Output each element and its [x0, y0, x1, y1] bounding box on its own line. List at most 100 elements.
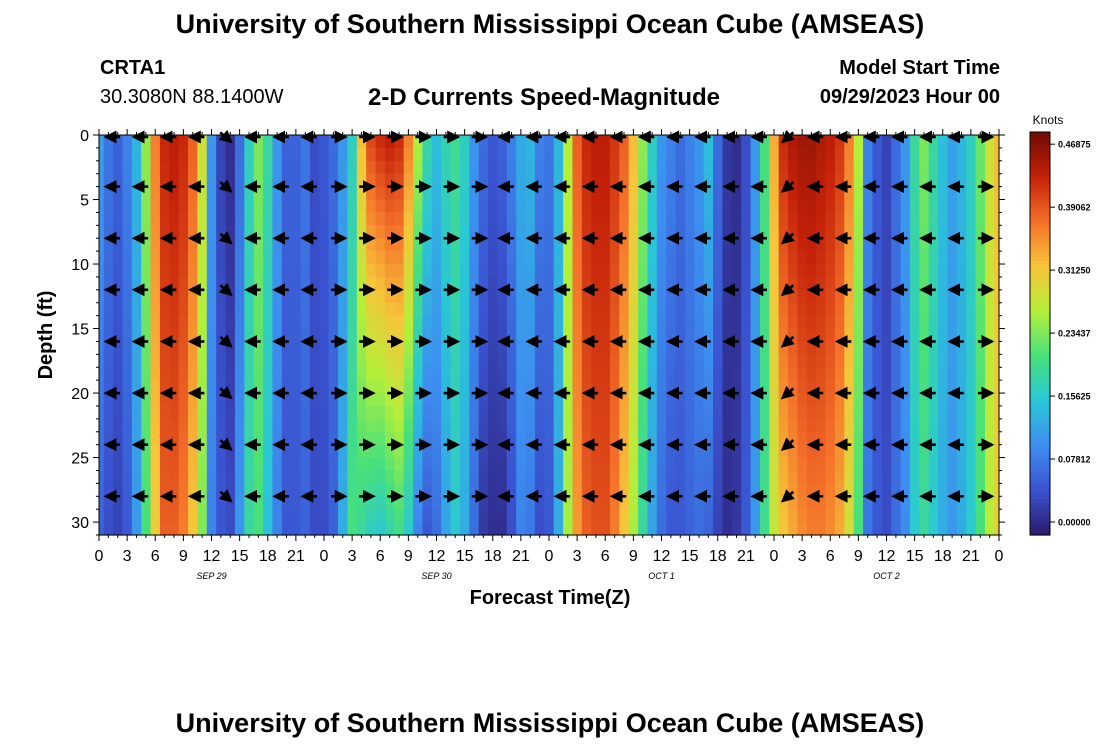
heatmap-cell: [122, 173, 133, 188]
heatmap-cell: [797, 328, 808, 343]
heatmap-cell: [684, 496, 695, 510]
heatmap-cell: [300, 418, 311, 433]
heatmap-cell: [319, 496, 330, 510]
heatmap-cell: [375, 431, 386, 446]
heatmap-cell: [759, 405, 770, 420]
heatmap-cell: [141, 264, 152, 278]
heatmap-cell: [99, 457, 105, 472]
heatmap-cell: [628, 315, 639, 330]
heatmap-cell: [544, 522, 555, 536]
heatmap-cell: [356, 173, 367, 188]
heatmap-cell: [197, 264, 208, 278]
heatmap-cell: [872, 173, 883, 188]
heatmap-cell: [319, 393, 330, 407]
heatmap-cell: [609, 393, 620, 407]
heatmap-cell: [600, 225, 611, 239]
colorbar-swatch: [1030, 192, 1050, 198]
heatmap-cell: [169, 135, 180, 149]
heatmap-cell: [816, 212, 827, 226]
heatmap-cell: [403, 496, 414, 510]
heatmap-cell: [244, 186, 255, 201]
heatmap-cell: [966, 289, 977, 304]
heatmap-cell: [394, 302, 405, 317]
heatmap-cell: [572, 173, 583, 188]
heatmap-cell: [159, 393, 170, 407]
heatmap-cell: [403, 444, 414, 459]
heatmap-cell: [225, 444, 236, 459]
heatmap-cell: [750, 522, 761, 536]
heatmap-cell: [99, 276, 105, 291]
heatmap-cell: [647, 509, 658, 523]
heatmap-cell: [375, 173, 386, 188]
heatmap-cell: [778, 431, 789, 446]
heatmap-cell: [834, 289, 845, 304]
colorbar-swatch: [1030, 256, 1050, 262]
heatmap-cell: [197, 315, 208, 330]
heatmap-cell: [900, 199, 911, 214]
heatmap-cell: [506, 225, 517, 239]
heatmap-cell: [291, 135, 302, 149]
heatmap-cell: [647, 276, 658, 291]
heatmap-cell: [938, 160, 949, 175]
heatmap-cell: [619, 405, 630, 420]
heatmap-cell: [769, 199, 780, 214]
heatmap-cell: [497, 173, 508, 188]
heatmap-cell: [872, 212, 883, 226]
heatmap-cell: [403, 341, 414, 355]
heatmap-cell: [572, 302, 583, 317]
heatmap-cell: [206, 238, 217, 252]
heatmap-cell: [291, 380, 302, 394]
heatmap-cell: [431, 135, 442, 149]
heatmap-cell: [225, 315, 236, 330]
heatmap-cell: [431, 225, 442, 239]
heatmap-cell: [900, 225, 911, 239]
heatmap-cell: [938, 173, 949, 188]
heatmap-cell: [403, 380, 414, 394]
heatmap-cell: [909, 522, 920, 536]
heatmap-cell: [656, 341, 667, 355]
heatmap-cell: [806, 315, 817, 330]
heatmap-cell: [488, 522, 499, 536]
heatmap-cell: [759, 393, 770, 407]
heatmap-cell: [478, 251, 489, 265]
heatmap-cell: [178, 405, 189, 420]
heatmap-cell: [141, 444, 152, 459]
heatmap-cell: [328, 225, 339, 239]
heatmap-cell: [769, 444, 780, 459]
heatmap-cell: [441, 315, 452, 330]
heatmap-cell: [938, 522, 949, 536]
heatmap-cell: [966, 173, 977, 188]
heatmap-cell: [394, 328, 405, 343]
heatmap-cell: [619, 302, 630, 317]
heatmap-cell: [506, 444, 517, 459]
heatmap-cell: [863, 225, 874, 239]
heatmap-cell: [759, 509, 770, 523]
heatmap-cell: [863, 367, 874, 381]
heatmap-cell: [919, 431, 930, 446]
heatmap-cell: [722, 522, 733, 536]
heatmap-cell: [225, 160, 236, 175]
heatmap-cell: [431, 470, 442, 484]
heatmap-cell: [99, 264, 105, 278]
heatmap-cell: [328, 264, 339, 278]
heatmap-cell: [684, 135, 695, 149]
heatmap-cell: [469, 264, 480, 278]
heatmap-cell: [263, 276, 274, 291]
heatmap-cell: [703, 354, 714, 368]
heatmap-cell: [525, 522, 536, 536]
heatmap-cell: [956, 341, 967, 355]
heatmap-cell: [103, 186, 114, 201]
heatmap-cell: [197, 289, 208, 304]
heatmap-cell: [703, 496, 714, 510]
heatmap-cell: [816, 302, 827, 317]
heatmap-cell: [413, 431, 424, 446]
heatmap-cell: [253, 431, 264, 446]
heatmap-cell: [459, 302, 470, 317]
heatmap-cell: [169, 276, 180, 291]
heatmap-cell: [206, 341, 217, 355]
heatmap-cell: [225, 186, 236, 201]
heatmap-cell: [422, 522, 433, 536]
heatmap-cell: [928, 418, 939, 433]
heatmap-cell: [347, 225, 358, 239]
heatmap-cell: [938, 276, 949, 291]
